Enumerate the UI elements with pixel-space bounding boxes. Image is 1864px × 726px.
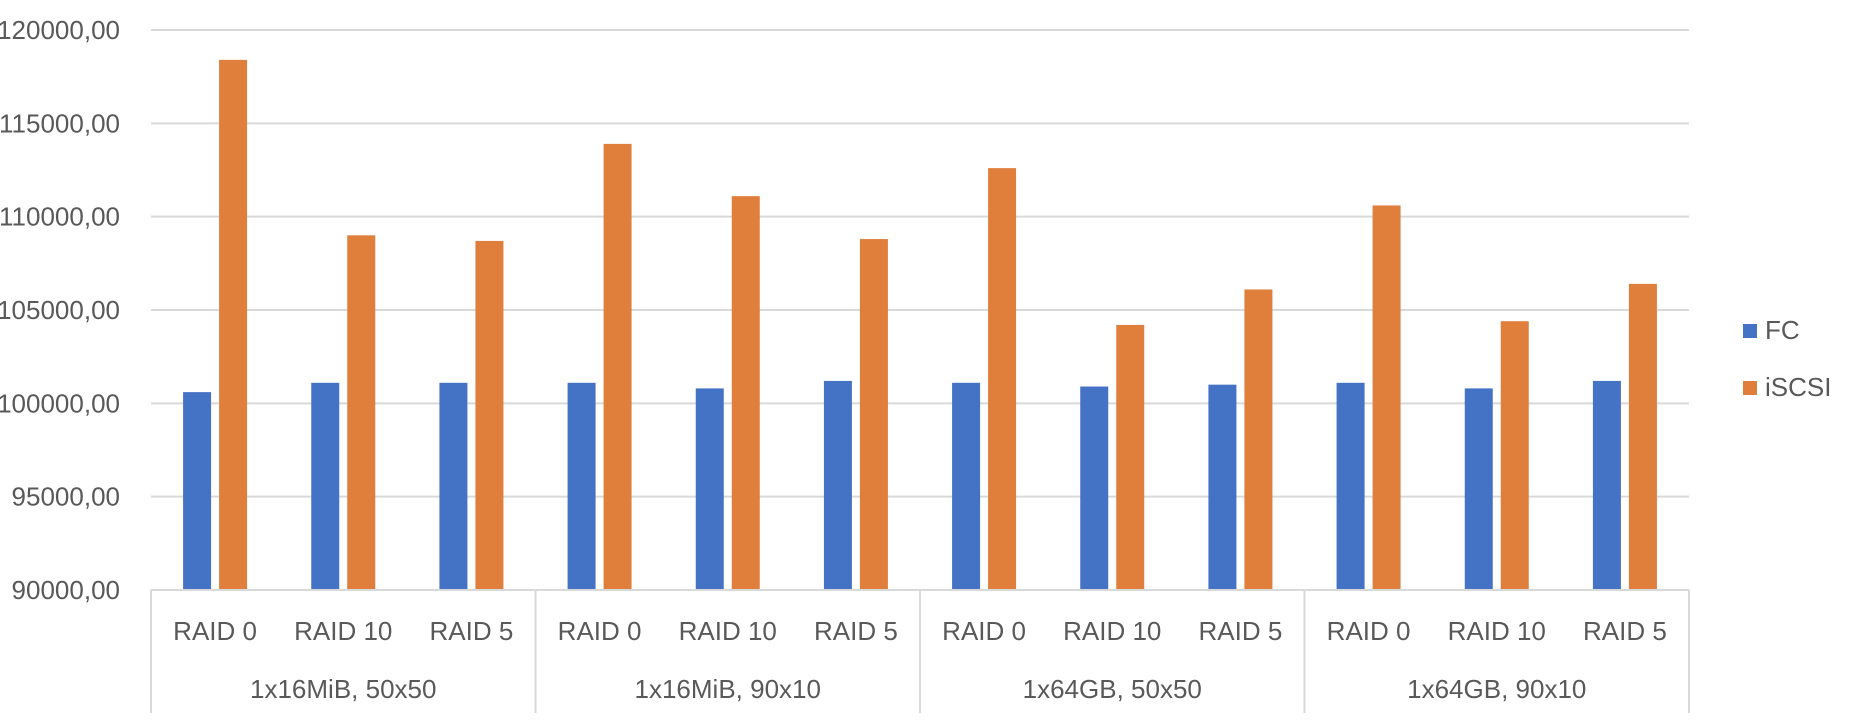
legend-label-fc: FC (1765, 315, 1800, 345)
bar-fc (567, 382, 596, 590)
bar-fc (311, 382, 340, 590)
bar-fc (823, 380, 852, 590)
gridlines (151, 29, 1689, 498)
x-tick-label: RAID 10 (1063, 616, 1161, 646)
bar-fc (1336, 382, 1365, 590)
x-tick-label: RAID 0 (1327, 616, 1411, 646)
bar-fc (952, 382, 981, 590)
x-group-label: 1x64GB, 50x50 (1023, 674, 1202, 704)
y-tick-label: 115000,00 (0, 108, 120, 138)
x-tick-label: RAID 10 (679, 616, 777, 646)
bar-iscsi (988, 168, 1017, 590)
legend: FC iSCSI (1743, 315, 1831, 402)
bars (183, 59, 1657, 591)
bar-iscsi (1116, 324, 1145, 590)
bar-iscsi (1628, 283, 1657, 590)
bar-iscsi (1500, 321, 1529, 590)
bar-fc (1464, 388, 1493, 590)
bar-iscsi (1372, 205, 1401, 590)
legend-swatch-iscsi (1743, 381, 1757, 395)
y-axis-labels: 90000,00 95000,00 100000,00 105000,00 110000… (0, 15, 120, 605)
legend-label-iscsi: iSCSI (1765, 372, 1831, 402)
bar-iscsi (1244, 289, 1273, 590)
y-tick-label: 120000,00 (0, 15, 120, 45)
bar-iscsi (859, 239, 888, 591)
bar-iscsi (475, 240, 504, 590)
bar-iscsi (219, 59, 248, 591)
x-group-label: 1x16MiB, 50x50 (250, 674, 436, 704)
x-axis (150, 589, 1690, 713)
y-tick-label: 105000,00 (0, 295, 120, 325)
y-tick-label: 110000,00 (0, 202, 120, 232)
bar-fc (1208, 384, 1237, 590)
bar-fc (1080, 386, 1109, 590)
x-axis-labels: RAID 0 RAID 10 RAID 5 RAID 0 RAID 10 RAID 5 RA… (173, 616, 1667, 704)
legend-swatch-fc (1743, 324, 1757, 338)
bar-fc (183, 392, 212, 590)
x-tick-label: RAID 5 (1199, 616, 1283, 646)
x-tick-label: RAID 5 (1583, 616, 1667, 646)
x-tick-label: RAID 5 (430, 616, 514, 646)
bar-iscsi (603, 143, 632, 590)
x-tick-label: RAID 0 (942, 616, 1026, 646)
x-tick-label: RAID 0 (558, 616, 642, 646)
bar-fc (439, 382, 468, 590)
y-tick-label: 95000,00 (12, 482, 120, 512)
bar-fc (1592, 380, 1621, 590)
bar-fc (695, 388, 724, 590)
bar-iscsi (347, 235, 376, 591)
x-tick-label: RAID 5 (814, 616, 898, 646)
x-group-label: 1x16MiB, 90x10 (635, 674, 821, 704)
x-tick-label: RAID 10 (294, 616, 392, 646)
x-group-label: 1x64GB, 90x10 (1407, 674, 1586, 704)
y-tick-label: 100000,00 (0, 388, 120, 418)
bar-iscsi (731, 196, 760, 590)
x-tick-label: RAID 10 (1448, 616, 1546, 646)
y-tick-label: 90000,00 (12, 575, 120, 605)
x-tick-label: RAID 0 (173, 616, 257, 646)
